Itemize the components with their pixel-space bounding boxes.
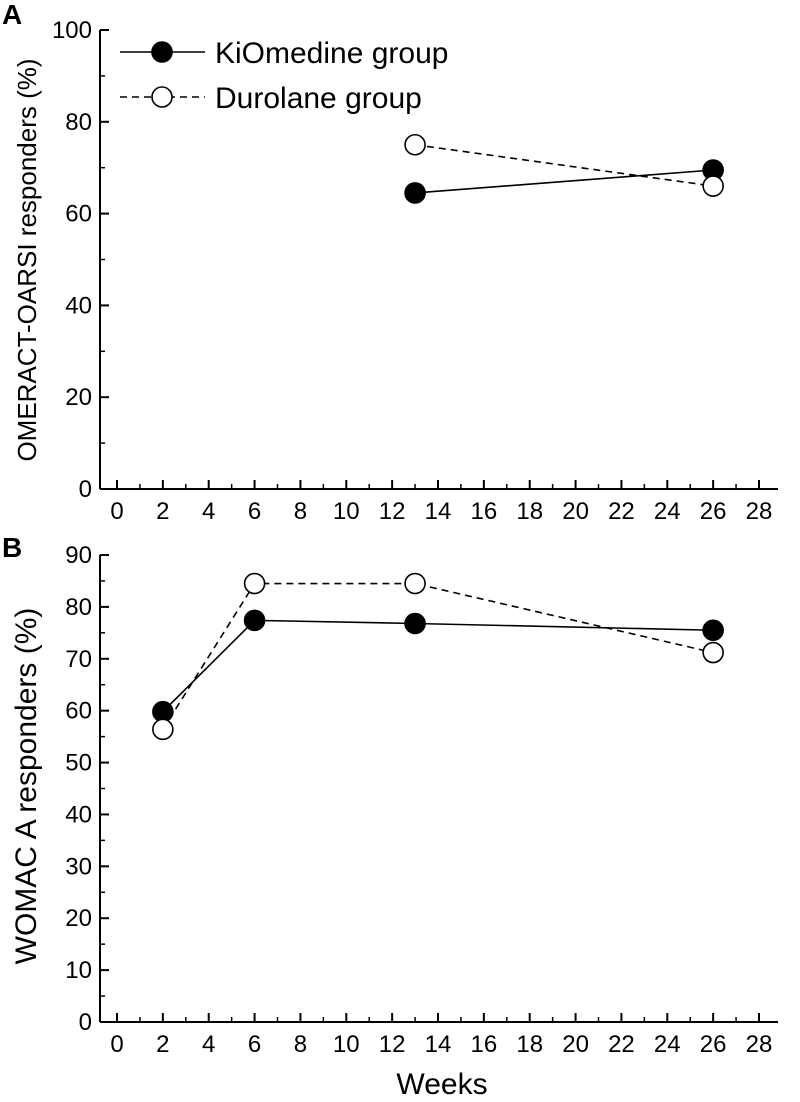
legend-2-label: Durolane group: [215, 82, 422, 115]
panel-b-x-tick-label: 0: [110, 1031, 123, 1058]
panel-a-series-2-line: [414, 143, 714, 187]
panel-a-series-2-point: [702, 175, 724, 197]
panel-b-y-tick-label: 50: [65, 750, 92, 777]
panel-a-x-tick-label: 2: [156, 498, 169, 525]
panel-a-series-2-point: [404, 133, 426, 156]
legend-2-marker: [151, 86, 173, 108]
panel-b-x-tick-label: 14: [425, 1031, 452, 1058]
panel-b-x-tick-label: 28: [746, 1031, 773, 1058]
panel-b-series-2-point: [404, 572, 426, 595]
panel-b-x-tick-label: 16: [471, 1031, 498, 1058]
panel-b-series-1-point: [404, 612, 426, 635]
panel-a-letter: A: [2, 0, 22, 30]
panel-b-letter: B: [2, 532, 22, 563]
panel-a-x-tick-label: 12: [379, 498, 406, 525]
panel-a-x-tick-label: 4: [202, 498, 215, 525]
panel-a-x-tick-label: 24: [654, 498, 681, 525]
panel-b-series-2-line: [162, 582, 714, 730]
panel-a-x-tick-label: 14: [425, 498, 452, 525]
panel-b-x-tick-label: 12: [379, 1031, 406, 1058]
panel-b-y-tick-label: 60: [65, 698, 92, 725]
panel-b-y-tick-label: 40: [65, 801, 92, 828]
panel-b-y-axis-title: WOMAC A responders (%): [10, 608, 43, 965]
panel-b-x-tick-label: 18: [516, 1031, 543, 1058]
panel-b-series-2-point: [702, 641, 724, 664]
panel-b-chart: B WOMAC A responders (%) Weeks 010203040…: [2, 532, 778, 1101]
panel-b-series-2-point: [243, 572, 266, 595]
panel-a-x-tick-label: 6: [248, 498, 261, 525]
panel-a-x-tick-label: 16: [471, 498, 498, 525]
panel-a-y-tick-label: 60: [65, 201, 92, 228]
panel-b-x-tick-label: 10: [333, 1031, 360, 1058]
panel-a-x-tick-label: 22: [608, 498, 635, 525]
panel-b-y-tick-label: 20: [65, 905, 92, 932]
legend-1-marker: [151, 41, 173, 63]
panel-a-x-tick-label: 26: [700, 498, 727, 525]
panel-b-y-tick-label: 30: [65, 853, 92, 880]
panel-a-x-tick-label: 10: [333, 498, 360, 525]
panel-b-series-1-line: [162, 619, 714, 713]
panel-b-x-tick-label: 24: [654, 1031, 681, 1058]
panel-b-series-1-point: [243, 609, 266, 632]
panel-b-x-tick-label: 4: [202, 1031, 215, 1058]
panel-a-chart: A OMERACT-OARSI responders (%) 020406080…: [2, 0, 778, 525]
panel-b-x-tick-label: 6: [248, 1031, 261, 1058]
panel-a-y-tick-label: 0: [79, 476, 92, 503]
panel-a-y-tick-label: 40: [65, 292, 92, 319]
panel-a-x-tick-label: 20: [562, 498, 589, 525]
panel-b-y-tick-label: 90: [65, 542, 92, 569]
panel-b-x-tick-label: 20: [562, 1031, 589, 1058]
panel-a-x-tick-label: 8: [294, 498, 307, 525]
panel-a-series-1-line: [415, 169, 714, 194]
panel-a-y-tick-label: 100: [52, 17, 92, 44]
panel-a-x-tick-label: 0: [110, 498, 123, 525]
panel-a-x-tick-label: 18: [516, 498, 543, 525]
panel-a-y-axis-title: OMERACT-OARSI responders (%): [12, 58, 42, 461]
legend-1-label: KiOmedine group: [215, 37, 448, 70]
panel-b-y-tick-label: 70: [65, 646, 92, 673]
panel-b-x-tick-label: 26: [700, 1031, 727, 1058]
panel-a-y-tick-label: 20: [65, 384, 92, 411]
panel-a-x-tick-label: 28: [746, 498, 773, 525]
panel-b-x-tick-label: 2: [156, 1031, 169, 1058]
panel-b-y-tick-label: 80: [65, 594, 92, 621]
panel-a-y-tick-label: 80: [65, 109, 92, 136]
panel-b-x-tick-label: 22: [608, 1031, 635, 1058]
panel-b-series-1-point: [702, 619, 724, 642]
panel-b-y-tick-label: 0: [79, 1009, 92, 1036]
panel-a-series-1-point: [404, 182, 426, 204]
panel-b-y-tick-label: 10: [65, 957, 92, 984]
panel-b-x-axis-title: Weeks: [396, 1068, 487, 1101]
panel-b-series-2-point: [152, 718, 174, 741]
panel-b-x-tick-label: 8: [294, 1031, 307, 1058]
